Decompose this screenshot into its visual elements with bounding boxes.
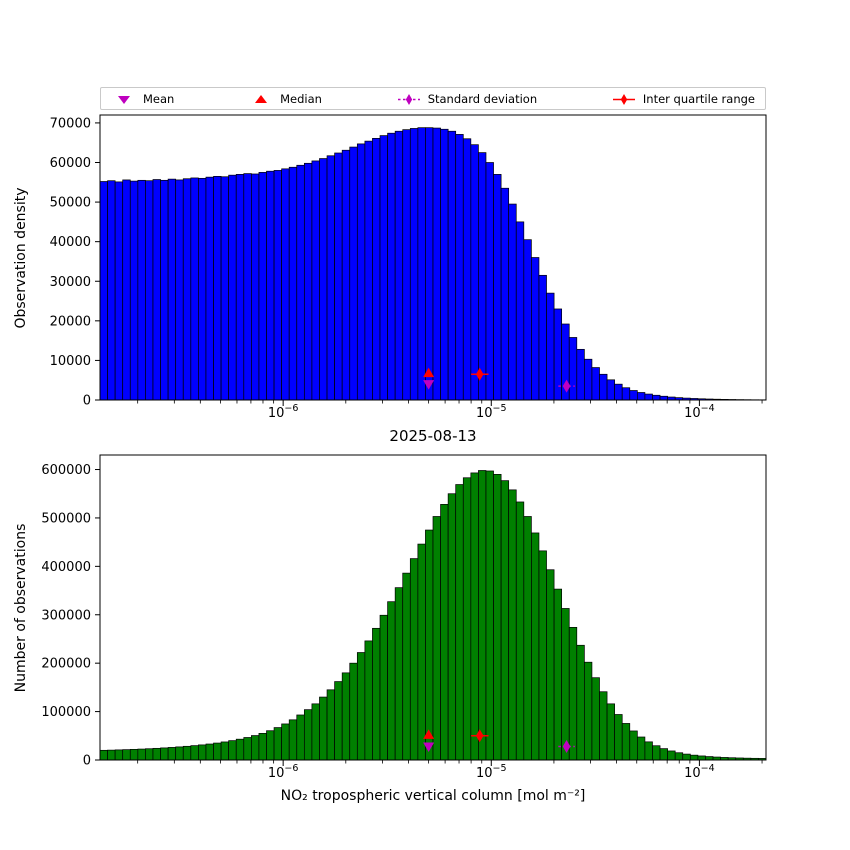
svg-text:10−4: 10−4 [684,403,715,421]
legend-item-inter-quartile-range: Inter quartile range [611,92,755,106]
legend-item-median: Median [248,92,322,106]
top-y-axis-label: Observation density [13,187,29,328]
svg-text:10000: 10000 [50,354,91,369]
svg-text:500000: 500000 [41,511,91,526]
svg-text:60000: 60000 [50,156,91,171]
svg-text:30000: 30000 [50,275,91,290]
svg-text:10−6: 10−6 [268,763,299,781]
svg-text:600000: 600000 [41,463,91,478]
svg-text:70000: 70000 [50,116,91,131]
mean-marker-icon [118,95,130,104]
legend: Mean Median Standard deviation Inter qua… [100,87,766,110]
svg-text:50000: 50000 [50,196,91,211]
svg-text:10−5: 10−5 [476,403,507,421]
svg-text:400000: 400000 [41,560,91,575]
svg-text:10−4: 10−4 [684,763,715,781]
legend-item-mean: Mean [111,92,174,106]
svg-text:0: 0 [83,394,91,409]
svg-text:100000: 100000 [41,705,91,720]
legend-label-median: Median [280,91,322,106]
svg-text:300000: 300000 [41,608,91,623]
svg-text:20000: 20000 [50,314,91,329]
x-axis-label: NO₂ tropospheric vertical column [mol m⁻… [281,788,586,804]
date-title: 2025-08-13 [389,427,476,445]
svg-text:200000: 200000 [41,657,91,672]
legend-label-standard-deviation: Standard deviation [427,91,538,106]
bottom-y-axis-label: Number of observations [13,524,29,693]
svg-text:0: 0 [83,754,91,769]
standard-deviation-marker-icon [397,93,420,105]
legend-label-mean: Mean [143,91,175,106]
density-histogram-plot: 0 10000 20000 30000 40000 50000 60000 70000 10−6… [50,114,767,421]
legend-item-standard-deviation: Standard deviation [396,92,537,106]
inter-quartile-range-marker-icon [612,93,635,105]
median-marker-icon [255,94,268,103]
svg-text:10−6: 10−6 [268,403,299,421]
legend-label-inter-quartile-range: Inter quartile range [642,91,755,106]
counts-histogram-plot: 0 100000 200000 300000 400000 500000 600000 10−… [41,454,767,781]
svg-text:10−5: 10−5 [476,763,507,781]
svg-text:40000: 40000 [50,235,91,250]
